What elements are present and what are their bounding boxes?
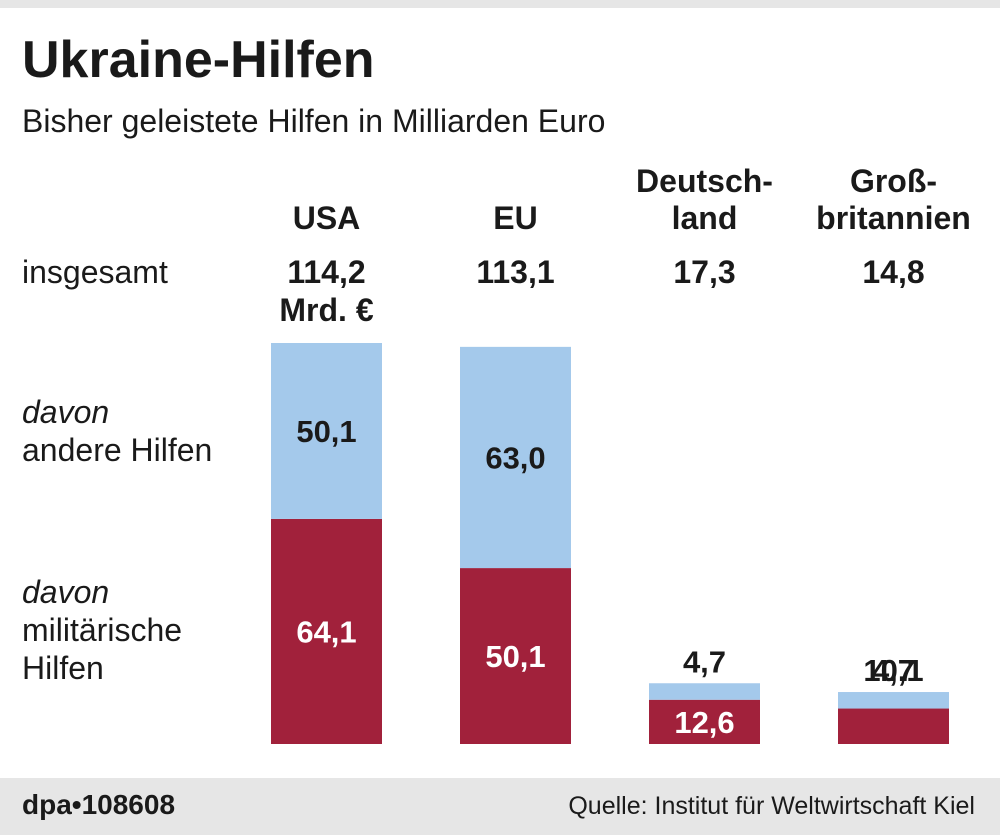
- bar-militaerischehilfen-usa: [271, 518, 382, 744]
- bar-label-militaerischehilfen-usa: 64,1: [296, 615, 356, 650]
- bar-label-anderehilfen-deutschland: 4,7: [683, 644, 726, 679]
- legend-military-aid: davon militärische Hilfen: [22, 573, 182, 687]
- chart-subtitle: Bisher geleistete Hilfen in Milliarden E…: [22, 103, 606, 139]
- legend-other-aid: davon andere Hilfen: [22, 393, 212, 469]
- bar-anderehilfen-eu: [460, 346, 571, 569]
- footer-band: [0, 778, 1000, 835]
- bar-anderehilfen-usa: [271, 343, 382, 519]
- bar-militaerischehilfen-grossbritannien: [838, 708, 949, 744]
- bar-anderehilfen-grossbritannien: [838, 692, 949, 709]
- category-header-grossbritannien: Groß- britannien: [816, 163, 971, 236]
- legend-prefix: davon: [22, 394, 110, 430]
- bar-label-militaerischehilfen-eu: 50,1: [485, 639, 545, 674]
- bar-label-anderehilfen-eu: 63,0: [485, 441, 545, 476]
- bar-militaerischehilfen-eu: [460, 568, 571, 744]
- bar-label-anderehilfen-usa: 50,1: [296, 414, 356, 449]
- bar-label-anderehilfen-grossbritannien: 4,7: [872, 653, 915, 688]
- category-header-usa: USA: [292, 200, 361, 236]
- total-value-eu: 113,1: [476, 254, 555, 290]
- bar-anderehilfen-deutschland: [649, 683, 760, 700]
- total-value-deutschland: 17,3: [673, 254, 736, 290]
- total-value-usa: 114,2: [287, 254, 366, 290]
- top-band: [0, 0, 1000, 8]
- bar-label-militaerischehilfen-grossbritannien: 10,1: [863, 653, 923, 688]
- agency-id: dpa•108608: [22, 789, 176, 820]
- legend-name: andere Hilfen: [22, 432, 213, 468]
- category-header-eu: EU: [493, 200, 538, 236]
- row-label-total: insgesamt: [22, 254, 168, 290]
- category-header-deutschland: Deutsch- land: [636, 163, 773, 236]
- total-value-grossbritannien: 14,8: [862, 254, 925, 290]
- legend-prefix: davon: [22, 574, 110, 610]
- bar-militaerischehilfen-deutschland: [649, 699, 760, 744]
- bar-label-militaerischehilfen-deutschland: 12,6: [674, 705, 734, 740]
- legend-name: militärische Hilfen: [22, 612, 183, 686]
- total-unit: Mrd. €: [279, 292, 374, 328]
- chart-title: Ukraine-Hilfen: [22, 31, 375, 89]
- source-note: Quelle: Institut für Weltwirtschaft Kiel: [568, 792, 975, 820]
